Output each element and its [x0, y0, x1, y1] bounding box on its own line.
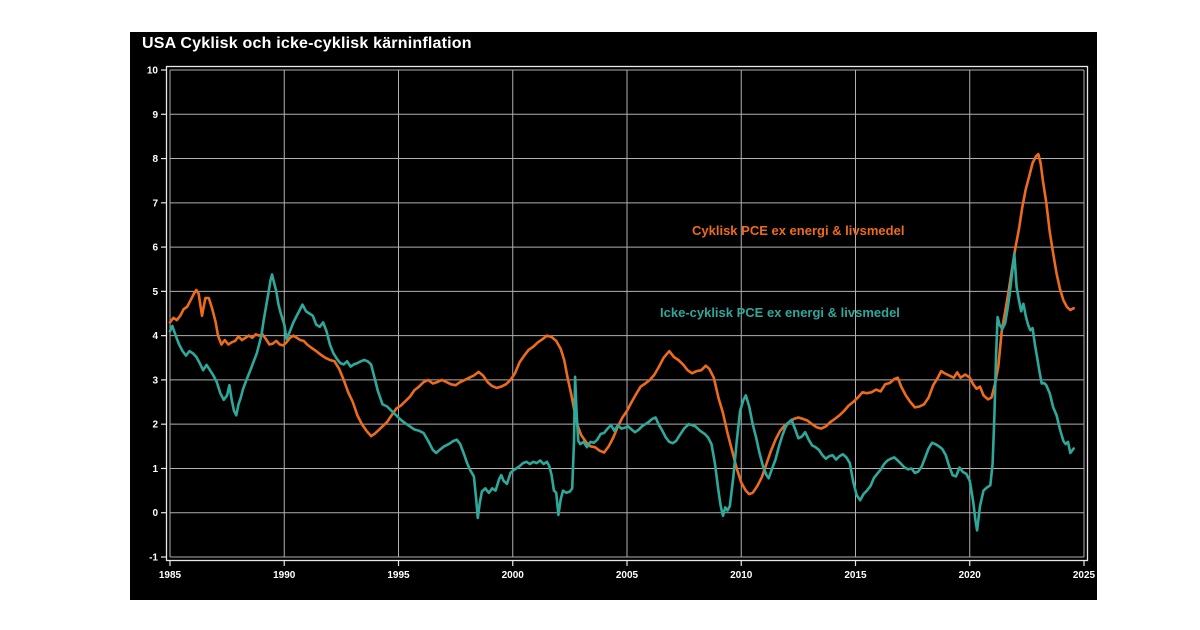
y-tick-label: 10	[147, 66, 159, 77]
chart-panel: USA Cyklisk och icke-cyklisk kärninflati…	[130, 32, 1097, 600]
y-tick-label: 8	[152, 154, 158, 165]
noncyclical-series-line	[168, 252, 1076, 532]
x-tick-label: 1995	[387, 570, 410, 581]
x-tick-label: 2000	[502, 570, 525, 581]
y-tick-label: 6	[152, 243, 158, 254]
x-tick-label: 2020	[959, 570, 982, 581]
x-tick-label: 2010	[730, 570, 753, 581]
x-tick-label: 1990	[273, 570, 296, 581]
y-tick-label: 5	[152, 287, 158, 298]
y-tick-label: -1	[149, 553, 158, 564]
y-tick-label: 2	[152, 420, 158, 431]
x-tick-label: 1985	[159, 570, 182, 581]
x-tick-label: 2015	[844, 570, 867, 581]
cyclical-series-line	[168, 152, 1076, 496]
y-tick-label: 0	[152, 508, 158, 519]
y-tick-label: 4	[152, 331, 158, 342]
chart-title: USA Cyklisk och icke-cyklisk kärninflati…	[142, 35, 472, 52]
y-tick-label: 3	[152, 375, 158, 386]
y-tick-label: 1	[152, 464, 158, 475]
legend-cyclical-label: Cyklisk PCE ex energi & livsmedel	[692, 223, 905, 238]
x-tick-label: 2005	[616, 570, 639, 581]
x-tick-label: 2025	[1073, 570, 1096, 581]
y-tick-label: 7	[152, 198, 158, 209]
legend-noncyclical-label: Icke-cyklisk PCE ex energi & livsmedel	[660, 305, 900, 320]
y-tick-label: 9	[152, 110, 158, 121]
